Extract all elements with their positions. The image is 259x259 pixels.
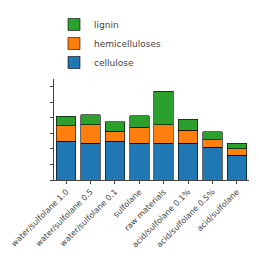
svg-text:acid/sulfolane 0.5%: acid/sulfolane 0.5% (155, 187, 217, 249)
svg-text:water/sulfolane 0.5: water/sulfolane 0.5 (34, 187, 95, 248)
svg-text:water/sulfolane 0.1: water/sulfolane 0.1 (58, 187, 119, 248)
svg-text:lignin: lignin (94, 20, 119, 30)
svg-text:water/sulfolane 1.0: water/sulfolane 1.0 (10, 187, 71, 248)
svg-text:raw materials: raw materials (123, 187, 168, 232)
svg-text:cellulose: cellulose (94, 58, 134, 68)
svg-text:acid/sulfolane 0.1%: acid/sulfolane 0.1% (130, 187, 192, 249)
svg-text:hemicelluloses: hemicelluloses (94, 39, 161, 49)
svg-text:sulfolane: sulfolane (112, 187, 144, 219)
svg-text:acid/sulfolane: acid/sulfolane (195, 187, 241, 233)
